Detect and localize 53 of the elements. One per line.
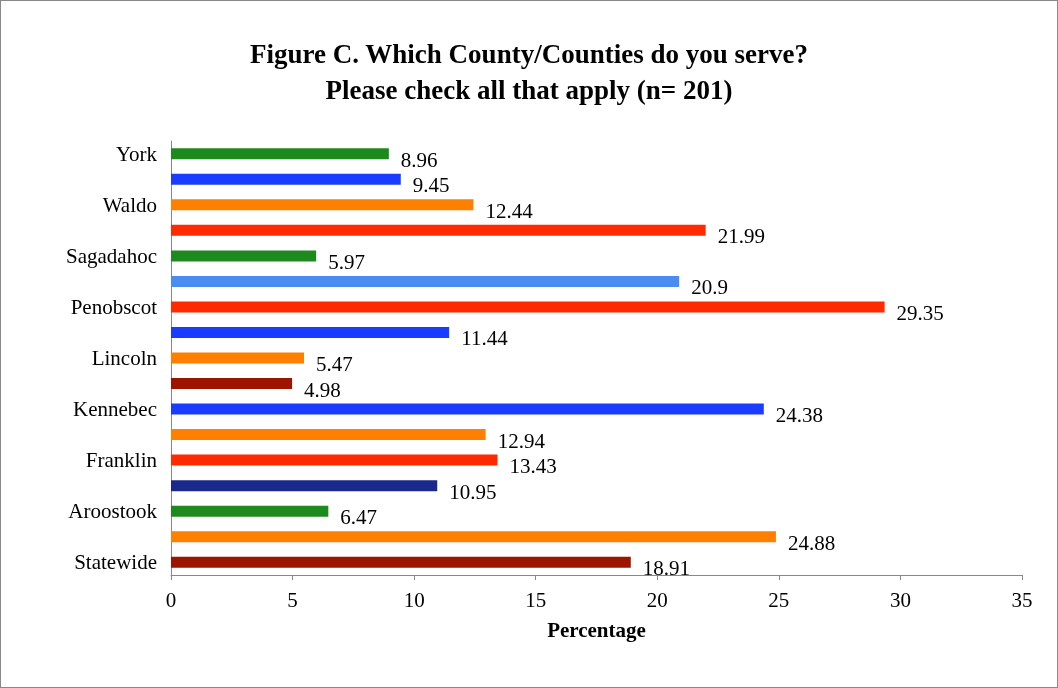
bar [171,403,764,415]
bar [171,224,706,236]
y-tick-label: Penobscot [70,294,158,319]
y-tick-label: Waldo [102,192,157,217]
chart-title: Figure C. Which County/Counties do you serve? Please check all that apply (n= 201) [250,39,808,105]
bar [171,378,293,390]
bar [171,454,498,466]
bar [171,173,401,185]
bar [171,480,438,492]
bar [171,556,631,568]
bar [171,531,776,543]
y-tick-label: Aroostook [68,499,158,524]
bar [171,326,450,338]
data-label: 8.96 [400,147,438,172]
x-tick-label: 10 [403,587,425,612]
y-tick-label: York [115,141,158,166]
data-label: 4.98 [304,377,341,402]
x-axis-title: Percentage [547,617,646,642]
bar [171,275,680,287]
data-label: 29.35 [896,300,944,325]
x-tick-label: 25 [768,587,790,612]
data-label: 21.99 [717,224,765,249]
data-label: 6.47 [340,505,378,530]
data-label: 20.9 [691,275,728,300]
x-tick-label: 5 [287,587,298,612]
data-label: 13.43 [509,454,557,479]
y-tick-label: Lincoln [91,346,158,370]
y-tick-label: Franklin [85,448,158,473]
x-tick-label: 15 [525,587,547,612]
y-tick-label: Kennebec [73,397,157,422]
data-label: 18.91 [642,556,691,581]
data-label: 10.95 [449,479,497,504]
bar [171,505,329,517]
data-label: 9.45 [412,173,450,198]
data-label: 5.97 [328,249,365,274]
x-tick-label: 20 [646,587,668,612]
x-tick-label: 30 [889,587,911,612]
data-label: 24.88 [787,530,836,555]
data-label: 12.44 [485,198,534,223]
x-tick-label: 35 [1011,587,1033,612]
x-tick-label: 0 [165,587,177,612]
y-tick-label: Statewide [74,550,157,575]
data-label: 24.38 [775,403,824,428]
bar [171,429,486,441]
bar [171,352,304,364]
bar [171,250,317,262]
bar [171,199,474,211]
data-label: 12.94 [497,428,546,453]
data-label: 5.47 [316,352,353,376]
data-label: 11.44 [461,326,509,351]
bar [171,148,389,160]
bar [171,301,885,313]
y-tick-label: Sagadahoc [66,243,157,268]
